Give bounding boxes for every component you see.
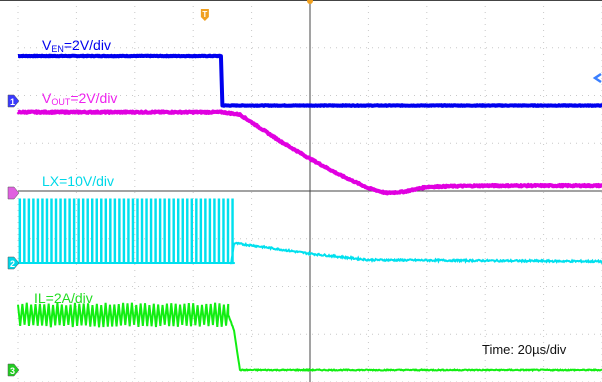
waveform-traces xyxy=(16,53,602,373)
vout-label-main: V xyxy=(42,90,52,106)
marker-shape xyxy=(7,94,20,108)
marker-channel-number: 2 xyxy=(10,259,15,269)
il-trace xyxy=(17,302,602,373)
marker-channel-number: 1 xyxy=(10,97,15,107)
vout-trace-label: VOUT=2V/div xyxy=(42,90,117,107)
lx-trace xyxy=(18,198,602,265)
marker-shape xyxy=(7,363,20,377)
center-top-marker xyxy=(307,0,313,4)
trigger-level-marker xyxy=(592,72,602,84)
ch1-ground-marker: 1 xyxy=(7,94,20,108)
ch3-ground-marker: 3 xyxy=(7,363,20,377)
vout-trace xyxy=(16,109,602,196)
ven-label-main: V xyxy=(42,37,52,53)
time-base-label: Time: 20µs/div xyxy=(482,342,567,357)
ven-label-scale: =2V/div xyxy=(64,37,111,53)
ven-label-sub: EN xyxy=(51,44,64,54)
marker-shape xyxy=(7,186,20,200)
marker-shape xyxy=(7,256,20,270)
ven-trace xyxy=(16,53,602,108)
trigger-level-arrow xyxy=(592,72,602,84)
il-trace-label: IL=2A/div xyxy=(34,290,93,306)
trigger-marker-shape xyxy=(200,9,209,21)
trigger-position-marker: T xyxy=(200,9,209,21)
vout-label-scale: =2V/div xyxy=(70,90,117,106)
vout-ground-marker xyxy=(7,186,20,200)
channel-markers: 1 2 3 T xyxy=(7,0,602,377)
ch2-ground-marker: 2 xyxy=(7,256,20,270)
ven-trace-label: VEN=2V/div xyxy=(42,37,111,54)
marker-channel-number: 3 xyxy=(10,366,15,376)
lx-trace-label: LX=10V/div xyxy=(42,173,114,189)
vout-label-sub: OUT xyxy=(51,97,71,107)
trigger-marker-letter: T xyxy=(202,10,207,19)
